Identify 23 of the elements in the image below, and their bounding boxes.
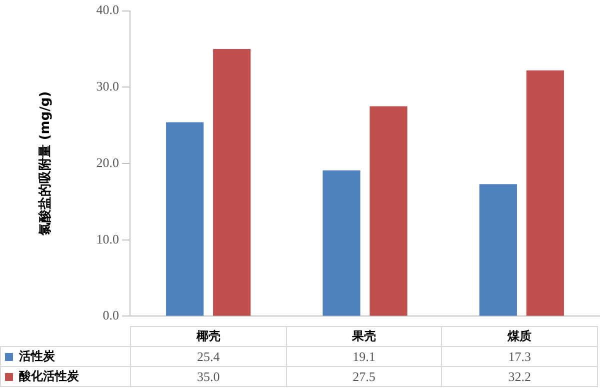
y-tick-label: 20.0 (96, 154, 119, 170)
x-tick-label: 椰壳 (130, 326, 286, 346)
legend-label: 活性炭 (0, 346, 130, 366)
bar (479, 184, 517, 316)
data-label: 35.0 (130, 366, 286, 386)
data-label: 25.4 (130, 346, 286, 366)
x-tick-label: 果壳 (286, 326, 442, 346)
x-tick-label: 煤质 (442, 326, 598, 346)
data-label: 27.5 (286, 366, 442, 386)
data-label: 32.2 (442, 366, 598, 386)
data-label: 17.3 (442, 346, 598, 366)
y-tick-label: 10.0 (96, 231, 119, 246)
bar (526, 70, 564, 316)
data-label: 19.1 (286, 346, 442, 366)
bar (166, 122, 204, 316)
bar (322, 170, 360, 316)
y-axis-title: 氯酸盐的吸附量 (mg/g) (37, 91, 54, 237)
y-tick-label: 0.0 (102, 308, 119, 323)
y-tick-label: 40.0 (96, 2, 119, 18)
y-tick-label: 30.0 (96, 78, 119, 94)
legend-label: 酸化活性炭 (0, 366, 130, 386)
bar (370, 106, 408, 316)
bar (213, 48, 251, 316)
